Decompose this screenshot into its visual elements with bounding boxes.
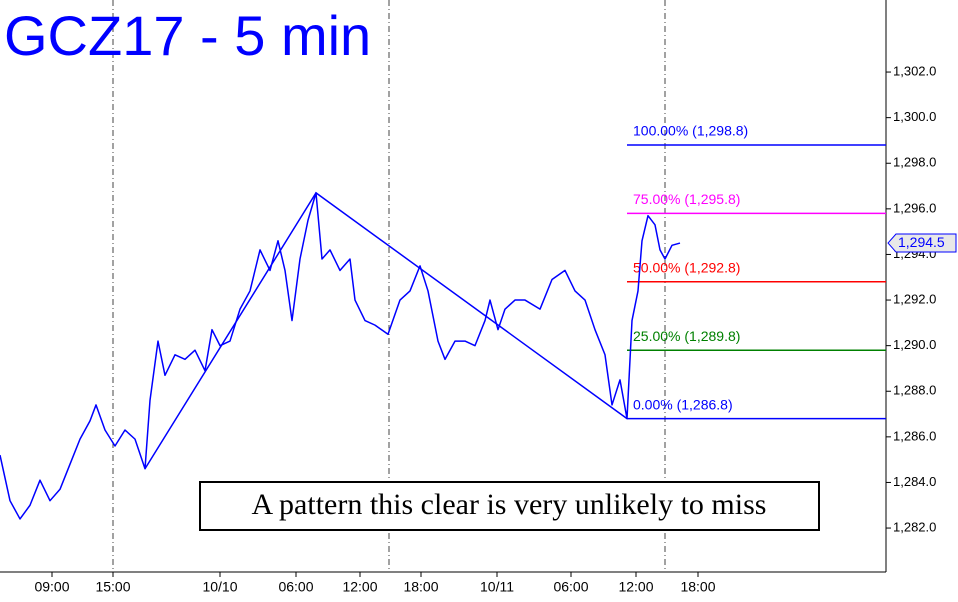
y-tick-label: 1,296.0	[893, 200, 936, 215]
x-tick-label: 10/10	[202, 579, 237, 595]
price-line	[0, 192, 681, 520]
y-tick-label: 1,282.0	[893, 519, 936, 534]
y-tick-label: 1,292.0	[893, 291, 936, 306]
x-tick-label: 06:00	[278, 579, 313, 595]
y-tick-label: 1,284.0	[893, 474, 936, 489]
x-tick-label: 09:00	[34, 579, 69, 595]
x-tick-label: 15:00	[95, 579, 130, 595]
y-tick-label: 1,302.0	[893, 63, 936, 78]
y-tick-label: 1,298.0	[893, 155, 936, 170]
last-price-tag	[887, 233, 957, 253]
y-tick-label: 1,286.0	[893, 428, 936, 443]
annotation-box	[199, 481, 820, 531]
y-tick-label: 1,290.0	[893, 337, 936, 352]
fib-label: 0.00% (1,286.8)	[633, 396, 733, 412]
fib-label: 75.00% (1,295.8)	[633, 191, 740, 207]
y-tick-label: 1,288.0	[893, 383, 936, 398]
chart-title: GCZ17 - 5 min	[4, 4, 371, 67]
x-tick-label: 06:00	[553, 579, 588, 595]
annotation: A pattern this clear is very unlikely to…	[252, 488, 767, 521]
x-tick-label: 12:00	[342, 579, 377, 595]
pattern-line	[144, 191, 628, 470]
last-price-label: 1,294.5	[898, 234, 945, 250]
y-tick-label: 1,300.0	[893, 109, 936, 124]
x-tick-label: 10/11	[480, 579, 514, 595]
fib-label: 25.00% (1,289.8)	[633, 328, 740, 344]
x-tick-label: 18:00	[403, 579, 438, 595]
x-tick-label: 12:00	[618, 579, 653, 595]
fib-label: 50.00% (1,292.8)	[633, 260, 740, 276]
x-tick-label: 18:00	[680, 579, 715, 595]
fib-label: 100.00% (1,298.8)	[633, 123, 748, 139]
